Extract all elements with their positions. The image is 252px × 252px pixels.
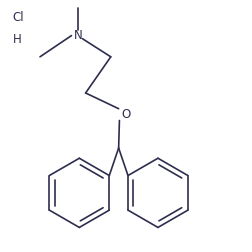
Text: H: H (12, 33, 21, 46)
Text: O: O (120, 108, 130, 121)
Text: N: N (73, 29, 82, 42)
Text: Cl: Cl (12, 11, 24, 24)
